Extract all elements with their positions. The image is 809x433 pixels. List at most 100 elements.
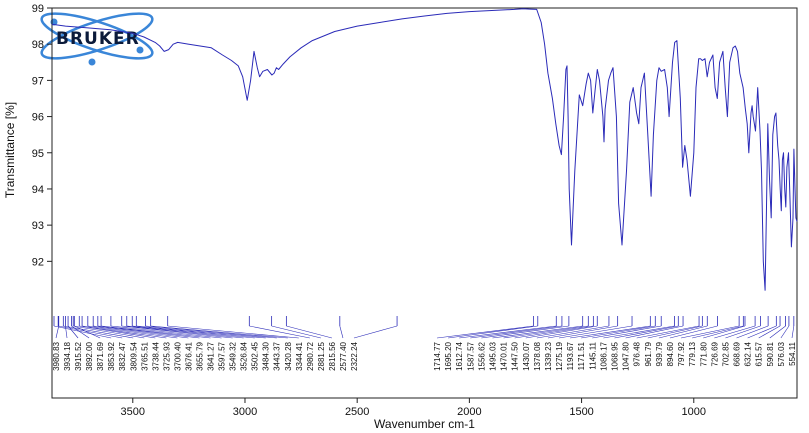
peak-label: 1068.95 [611, 341, 620, 370]
peak-label: 1047.80 [622, 341, 631, 370]
peak-connector [101, 325, 211, 339]
peak-label: 1714.77 [433, 341, 442, 370]
peak-label: 3980.83 [52, 341, 61, 370]
peak-label: 3892.00 [85, 341, 94, 370]
y-tick-label: 96 [32, 112, 44, 124]
peak-label: 1430.07 [522, 341, 531, 370]
peak-connector [459, 325, 557, 339]
plot-frame [51, 7, 798, 399]
peak-label: 1171.51 [577, 341, 586, 370]
peak-label: 1470.01 [500, 341, 509, 370]
peak-label: 771.80 [699, 341, 708, 366]
peak-connector [525, 325, 598, 339]
peak-label: 3655.79 [195, 341, 204, 370]
y-tick-label: 98 [32, 39, 44, 51]
peak-connector [110, 325, 222, 339]
x-tick-label: 3000 [233, 406, 257, 418]
peak-connector [669, 325, 718, 339]
peak-label: 1447.50 [511, 341, 520, 370]
peak-connector [136, 325, 266, 339]
peak-label: 3832.47 [118, 341, 127, 370]
peak-label: 2881.25 [317, 341, 326, 370]
peak-connector [658, 325, 708, 339]
peak-label: 554.11 [788, 341, 797, 365]
peak-connector [73, 325, 145, 339]
peak-label: 1275.19 [555, 341, 564, 370]
peak-label: 615.57 [755, 341, 764, 366]
peak-connector [126, 325, 244, 339]
x-tick-label: 1000 [682, 406, 706, 418]
peak-connector [448, 325, 538, 339]
peak-connector [481, 325, 569, 339]
peak-connector [681, 325, 740, 339]
peak-connector [492, 325, 583, 339]
peak-connector [339, 325, 344, 339]
peak-connector [82, 325, 167, 339]
peak-label: 797.92 [677, 341, 686, 366]
bruker-logo: BRUKER [40, 12, 154, 66]
peak-label: 3934.18 [63, 341, 72, 370]
peak-connector [353, 325, 398, 339]
y-tick-label: 92 [32, 256, 44, 268]
peak-connector [647, 325, 703, 339]
peak-label: 1145.11 [588, 341, 597, 369]
x-tick-label: 2500 [345, 406, 369, 418]
peak-connector [87, 325, 178, 339]
x-tick-label: 1500 [569, 406, 593, 418]
peak-connector [791, 325, 795, 339]
peak-connector [65, 325, 68, 339]
peak-connector [514, 325, 594, 339]
peak-connector [58, 325, 123, 339]
peak-label: 3597.57 [218, 341, 227, 370]
peak-label: 2815.56 [328, 341, 337, 370]
y-tick-label: 93 [32, 220, 44, 232]
peak-label: 3344.41 [295, 341, 304, 370]
peak-label: 2577.40 [339, 341, 348, 370]
peak-connector [714, 325, 756, 339]
bruker-logo-text: BRUKER [56, 29, 140, 49]
peak-label: 3853.92 [107, 341, 116, 370]
peak-connector [249, 325, 310, 339]
peak-label: 3443.37 [273, 341, 282, 370]
peak-connector [603, 325, 675, 339]
peak-label: 1086.17 [599, 341, 608, 370]
x-axis-title: Wavenumber cm-1 [374, 417, 475, 431]
peak-connector [470, 325, 562, 339]
peak-connector [121, 325, 233, 339]
y-tick-label: 99 [32, 3, 44, 15]
peak-connector [93, 325, 189, 339]
peak-connector [286, 325, 333, 339]
y-tick-label: 94 [32, 184, 44, 196]
peak-connector [581, 325, 656, 339]
peak-label: 1495.03 [488, 341, 497, 370]
peak-label: 702.85 [721, 341, 730, 366]
peak-connector [570, 325, 651, 339]
peak-label: 1193.67 [566, 341, 575, 370]
axes: 92 93 94 95 96 97 98 99 3500 3000 2500 2000 1500 1000 [32, 3, 798, 418]
peak-label: 1587.57 [466, 341, 475, 370]
y-tick-label: 95 [32, 148, 44, 160]
peak-connector [145, 325, 277, 339]
peak-connector [536, 325, 609, 339]
peak-label: 2322.24 [350, 341, 359, 370]
peak-label: 961.79 [644, 341, 653, 366]
peak-label: 3484.30 [262, 341, 271, 370]
peak-label: 894.60 [666, 341, 675, 366]
peak-connector [503, 325, 589, 339]
peak-connector [736, 325, 769, 339]
y-tick-label: 97 [32, 75, 44, 87]
peak-label: 3809.54 [129, 341, 138, 370]
peak-connector [167, 325, 299, 339]
peak-connector [614, 325, 679, 339]
peak-label: 3765.51 [140, 341, 149, 370]
peak-connector [271, 325, 321, 339]
peak-connector [150, 325, 288, 339]
peak-label: 3526.84 [240, 341, 249, 370]
peak-connector [132, 325, 255, 339]
peak-connector [703, 325, 746, 339]
peak-label: 726.69 [710, 341, 719, 366]
peak-label: 1556.62 [477, 341, 486, 370]
peak-connector [625, 325, 684, 339]
peak-connector [758, 325, 781, 339]
